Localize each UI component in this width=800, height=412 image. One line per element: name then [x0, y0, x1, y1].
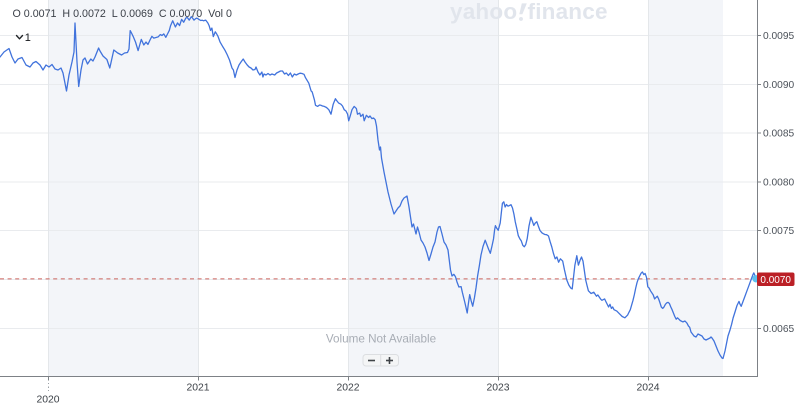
svg-text:0.0085: 0.0085 — [763, 129, 794, 140]
svg-text:yahoo: yahoo — [450, 0, 517, 24]
svg-text:0.0090: 0.0090 — [763, 80, 794, 91]
svg-text:1: 1 — [25, 32, 31, 44]
svg-text:O 0.0071 H 0.0072 L 0.0069: O 0.0071 H 0.0072 L 0.0069 C 0.0070 Vol … — [13, 8, 233, 20]
svg-text:0.0075: 0.0075 — [763, 226, 794, 237]
svg-text:2024: 2024 — [636, 383, 659, 394]
svg-text:2022: 2022 — [336, 383, 359, 394]
svg-text:0.0065: 0.0065 — [763, 324, 794, 335]
svg-text:Volume Not Available: Volume Not Available — [326, 333, 436, 346]
svg-text:0.0080: 0.0080 — [763, 177, 794, 188]
svg-text:finance: finance — [528, 0, 608, 24]
svg-text:2023: 2023 — [486, 383, 509, 394]
svg-text:2020: 2020 — [36, 395, 59, 406]
svg-text:0.0070: 0.0070 — [760, 275, 791, 286]
svg-text:0.0095: 0.0095 — [763, 31, 794, 42]
svg-text:2021: 2021 — [186, 383, 209, 394]
